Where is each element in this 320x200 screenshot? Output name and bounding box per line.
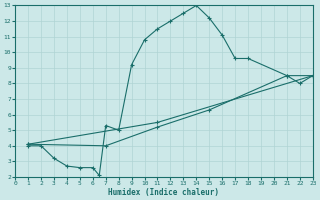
X-axis label: Humidex (Indice chaleur): Humidex (Indice chaleur) xyxy=(108,188,220,197)
